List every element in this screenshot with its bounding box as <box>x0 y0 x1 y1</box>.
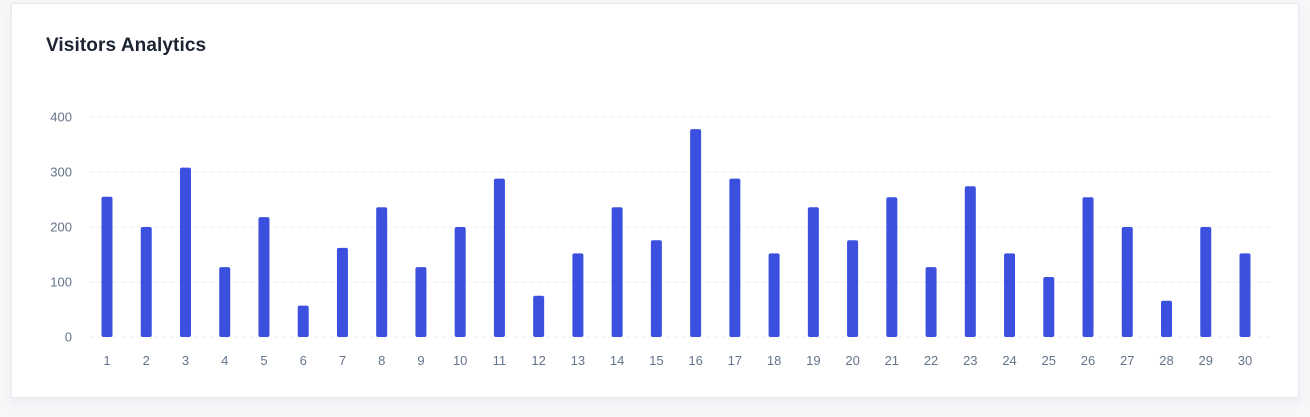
bar-day-19[interactable] <box>807 207 819 337</box>
x-tick-label: 18 <box>767 353 781 368</box>
bar-day-23[interactable] <box>964 186 976 337</box>
bars <box>101 129 1251 337</box>
bar-day-1[interactable] <box>101 196 113 337</box>
x-tick-label: 21 <box>885 353 899 368</box>
x-tick-label: 7 <box>339 353 346 368</box>
bar-day-13[interactable] <box>572 253 584 337</box>
bar-day-5[interactable] <box>258 217 270 337</box>
y-tick-label: 300 <box>50 165 72 180</box>
x-tick-label: 24 <box>1002 353 1016 368</box>
y-axis-ticks: 0 100 200 300 400 <box>50 110 72 345</box>
x-tick-label: 13 <box>571 353 585 368</box>
y-tick-label: 100 <box>50 275 72 290</box>
y-tick-label: 0 <box>65 330 72 345</box>
x-tick-label: 1 <box>103 353 110 368</box>
x-tick-label: 8 <box>378 353 385 368</box>
bar-day-9[interactable] <box>415 267 427 337</box>
bar-day-22[interactable] <box>925 267 937 337</box>
x-tick-label: 3 <box>182 353 189 368</box>
x-tick-label: 20 <box>845 353 859 368</box>
x-tick-label: 29 <box>1199 353 1213 368</box>
x-tick-label: 23 <box>963 353 977 368</box>
y-tick-label: 200 <box>50 220 72 235</box>
x-tick-label: 27 <box>1120 353 1134 368</box>
x-tick-label: 17 <box>728 353 742 368</box>
bar-day-2[interactable] <box>140 227 152 337</box>
x-tick-label: 11 <box>493 353 507 368</box>
x-tick-label: 25 <box>1042 353 1056 368</box>
bar-day-3[interactable] <box>179 167 191 337</box>
x-tick-label: 26 <box>1081 353 1095 368</box>
bar-day-20[interactable] <box>847 240 859 337</box>
bar-day-4[interactable] <box>219 267 231 337</box>
bar-day-29[interactable] <box>1200 227 1212 337</box>
x-tick-label: 14 <box>610 353 624 368</box>
y-tick-label: 400 <box>50 110 72 125</box>
x-tick-label: 6 <box>300 353 307 368</box>
gridlines <box>89 116 1272 338</box>
bar-day-17[interactable] <box>729 178 741 337</box>
bar-day-28[interactable] <box>1161 300 1173 337</box>
bar-day-8[interactable] <box>376 207 388 337</box>
bar-day-6[interactable] <box>297 305 309 337</box>
x-tick-label: 5 <box>260 353 267 368</box>
bar-day-30[interactable] <box>1239 253 1251 337</box>
bar-day-12[interactable] <box>533 295 545 337</box>
x-tick-label: 12 <box>531 353 545 368</box>
x-tick-label: 30 <box>1238 353 1252 368</box>
x-tick-label: 22 <box>924 353 938 368</box>
bar-day-27[interactable] <box>1121 227 1133 337</box>
x-axis-ticks: 1 2 3 4 5 6 7 8 9 10 11 12 13 14 15 16 17 18 19 20 21 22 23 24 2… <box>103 353 1252 368</box>
bar-day-25[interactable] <box>1043 277 1055 337</box>
x-tick-label: 28 <box>1159 353 1173 368</box>
x-tick-label: 15 <box>649 353 663 368</box>
bar-day-18[interactable] <box>768 253 780 337</box>
bar-day-10[interactable] <box>454 227 466 337</box>
bar-day-14[interactable] <box>611 207 623 337</box>
bar-day-7[interactable] <box>336 247 348 337</box>
bar-day-11[interactable] <box>493 178 505 337</box>
x-tick-label: 10 <box>453 353 467 368</box>
x-tick-label: 4 <box>221 353 228 368</box>
x-tick-label: 16 <box>688 353 702 368</box>
x-tick-label: 2 <box>143 353 150 368</box>
card-title: Visitors Analytics <box>46 35 207 56</box>
bar-day-26[interactable] <box>1082 197 1094 337</box>
bar-day-24[interactable] <box>1004 253 1016 337</box>
bar-day-16[interactable] <box>690 129 702 337</box>
bar-day-15[interactable] <box>650 240 662 337</box>
x-tick-label: 19 <box>806 353 820 368</box>
x-tick-label: 9 <box>417 353 424 368</box>
bar-day-21[interactable] <box>886 197 898 337</box>
